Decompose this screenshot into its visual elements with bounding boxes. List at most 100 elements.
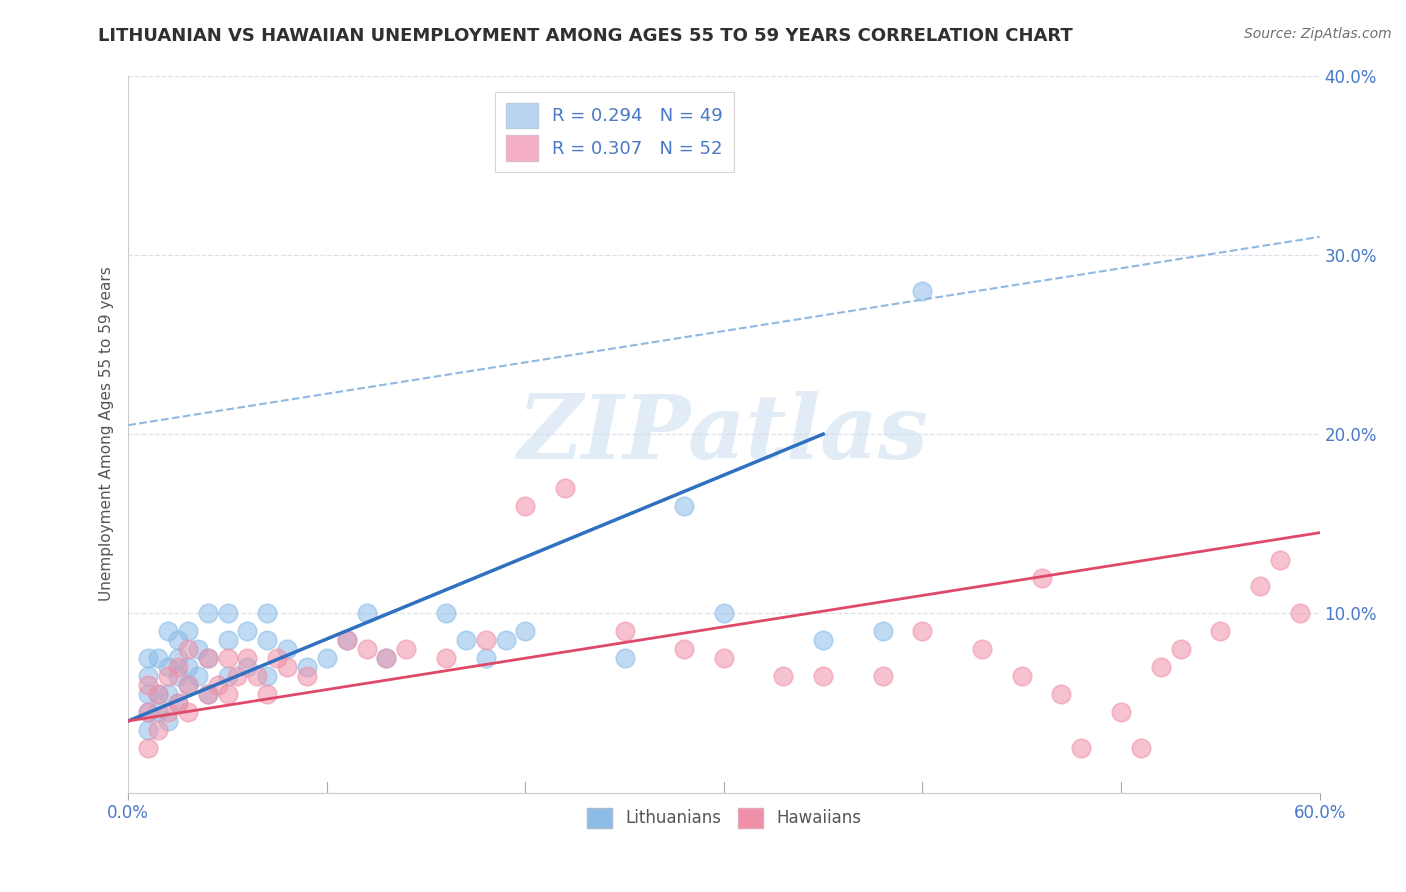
Point <box>177 678 200 692</box>
Point <box>217 669 239 683</box>
Point <box>1011 669 1033 683</box>
Point <box>226 669 249 683</box>
Point <box>375 651 398 665</box>
Point <box>167 696 190 710</box>
Point <box>276 642 298 657</box>
Point <box>356 642 378 657</box>
Point <box>146 687 169 701</box>
Point <box>613 624 636 639</box>
Point <box>673 642 696 657</box>
Point <box>1150 660 1173 674</box>
Point <box>495 633 517 648</box>
Point <box>217 607 239 621</box>
Point <box>187 642 209 657</box>
Point <box>315 651 337 665</box>
Point <box>146 705 169 719</box>
Point <box>295 660 318 674</box>
Point <box>177 678 200 692</box>
Point <box>515 624 537 639</box>
Point <box>911 284 934 298</box>
Point <box>1109 705 1132 719</box>
Point <box>136 678 159 692</box>
Point <box>156 669 179 683</box>
Point <box>713 607 735 621</box>
Point <box>1288 607 1310 621</box>
Point <box>811 669 834 683</box>
Point <box>146 723 169 737</box>
Point <box>1070 740 1092 755</box>
Point <box>197 651 219 665</box>
Point <box>276 660 298 674</box>
Point <box>217 651 239 665</box>
Point <box>167 633 190 648</box>
Point <box>336 633 359 648</box>
Point <box>156 714 179 728</box>
Point <box>217 687 239 701</box>
Point <box>236 624 259 639</box>
Legend: Lithuanians, Hawaiians: Lithuanians, Hawaiians <box>581 801 868 835</box>
Point <box>167 660 190 674</box>
Point <box>256 633 278 648</box>
Point <box>256 687 278 701</box>
Point <box>236 651 259 665</box>
Point <box>146 687 169 701</box>
Point <box>1050 687 1073 701</box>
Point <box>1129 740 1152 755</box>
Point <box>167 696 190 710</box>
Point <box>167 651 190 665</box>
Point <box>1249 579 1271 593</box>
Text: LITHUANIAN VS HAWAIIAN UNEMPLOYMENT AMONG AGES 55 TO 59 YEARS CORRELATION CHART: LITHUANIAN VS HAWAIIAN UNEMPLOYMENT AMON… <box>98 27 1073 45</box>
Point <box>156 705 179 719</box>
Point <box>136 705 159 719</box>
Point <box>156 687 179 701</box>
Point <box>197 687 219 701</box>
Point <box>177 660 200 674</box>
Point <box>336 633 359 648</box>
Point <box>197 607 219 621</box>
Point <box>167 669 190 683</box>
Point <box>246 669 269 683</box>
Point <box>811 633 834 648</box>
Point <box>1170 642 1192 657</box>
Point <box>266 651 288 665</box>
Point <box>395 642 418 657</box>
Point <box>356 607 378 621</box>
Point <box>187 669 209 683</box>
Point <box>673 499 696 513</box>
Point <box>197 687 219 701</box>
Text: ZIPatlas: ZIPatlas <box>519 391 929 477</box>
Point <box>136 723 159 737</box>
Point <box>970 642 993 657</box>
Point <box>136 687 159 701</box>
Point <box>434 607 457 621</box>
Point <box>156 660 179 674</box>
Point <box>613 651 636 665</box>
Point <box>515 499 537 513</box>
Y-axis label: Unemployment Among Ages 55 to 59 years: Unemployment Among Ages 55 to 59 years <box>100 267 114 601</box>
Point <box>177 624 200 639</box>
Point <box>256 669 278 683</box>
Point <box>136 740 159 755</box>
Point <box>136 705 159 719</box>
Point <box>474 651 496 665</box>
Point <box>146 651 169 665</box>
Text: Source: ZipAtlas.com: Source: ZipAtlas.com <box>1244 27 1392 41</box>
Point <box>474 633 496 648</box>
Point <box>156 624 179 639</box>
Point <box>256 607 278 621</box>
Point <box>217 633 239 648</box>
Point <box>554 481 576 495</box>
Point <box>207 678 229 692</box>
Point <box>434 651 457 665</box>
Point <box>1031 570 1053 584</box>
Point <box>911 624 934 639</box>
Point <box>772 669 794 683</box>
Point <box>295 669 318 683</box>
Point <box>136 651 159 665</box>
Point <box>454 633 477 648</box>
Point <box>872 624 894 639</box>
Point <box>1268 552 1291 566</box>
Point <box>1209 624 1232 639</box>
Point <box>713 651 735 665</box>
Point <box>177 642 200 657</box>
